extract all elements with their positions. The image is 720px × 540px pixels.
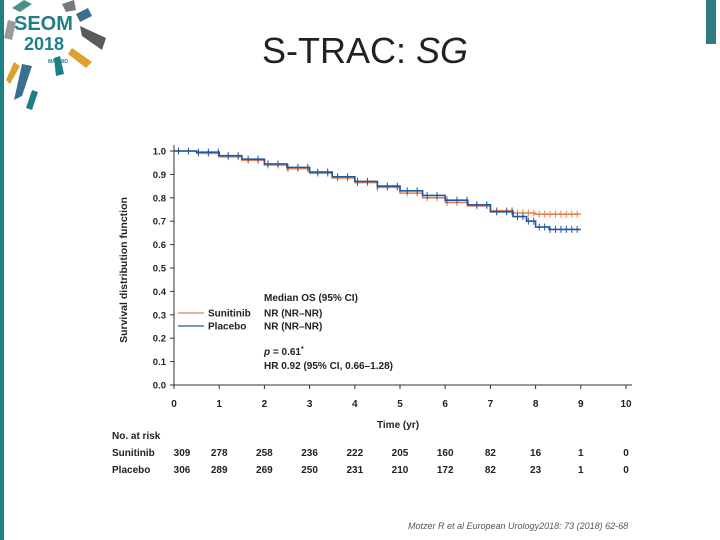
at-risk-value: 82 <box>485 465 497 476</box>
at-risk-value: 306 <box>174 465 191 476</box>
x-tick-label: 0 <box>171 399 177 410</box>
x-tick-label: 1 <box>216 399 222 410</box>
at-risk-value: 0 <box>623 448 629 459</box>
at-risk-value: 16 <box>530 448 542 459</box>
at-risk-header: No. at risk <box>112 431 161 442</box>
at-risk-value: 236 <box>301 448 318 459</box>
y-tick-label: 0.8 <box>153 193 166 204</box>
logo-line1: SEOM <box>14 13 73 35</box>
y-tick-label: 0.9 <box>153 170 166 181</box>
at-risk-label-sunitinib: Sunitinib <box>112 448 155 459</box>
legend-label-sunitinib: Sunitinib <box>208 309 251 320</box>
at-risk-label-placebo: Placebo <box>112 465 150 476</box>
at-risk-value: 289 <box>211 465 228 476</box>
legend-label-placebo: Placebo <box>208 322 246 333</box>
y-axis-label: Survival distribution function <box>118 197 130 343</box>
at-risk-value: 205 <box>392 448 409 459</box>
x-tick-label: 10 <box>620 399 632 410</box>
left-accent-bar <box>0 0 4 540</box>
y-tick-label: 0.7 <box>153 217 166 228</box>
at-risk-value: 309 <box>174 448 191 459</box>
x-tick-label: 8 <box>533 399 539 410</box>
x-tick-label: 2 <box>262 399 268 410</box>
at-risk-value: 160 <box>437 448 454 459</box>
title-italic: SG <box>416 30 469 71</box>
at-risk-value: 82 <box>485 448 497 459</box>
page-title: S-TRAC: SG <box>262 30 468 72</box>
at-risk-value: 1 <box>578 465 584 476</box>
y-tick-label: 1.0 <box>153 147 166 158</box>
at-risk-value: 23 <box>530 465 542 476</box>
at-risk-value: 278 <box>211 448 228 459</box>
at-risk-value: 1 <box>578 448 584 459</box>
citation: Motzer R et al European Urology2018: 73 … <box>408 521 629 531</box>
legend-header: Median OS (95% CI) <box>264 293 358 304</box>
at-risk-value: 0 <box>623 465 629 476</box>
p-superscript: * <box>301 346 304 353</box>
at-risk-value: 210 <box>392 465 409 476</box>
legend-median-sunitinib: NR (NR–NR) <box>264 309 322 320</box>
x-tick-label: 6 <box>442 399 448 410</box>
logo-line2: 2018 <box>24 34 64 54</box>
at-risk-value: 231 <box>346 465 363 476</box>
x-axis-label: Time (yr) <box>377 420 419 431</box>
legend-median-placebo: NR (NR–NR) <box>264 322 322 333</box>
series-line-placebo <box>174 150 581 231</box>
right-accent-tab <box>706 0 716 44</box>
y-tick-label: 0.1 <box>153 357 167 368</box>
p-label: p <box>263 347 270 358</box>
logo-sunburst <box>4 0 106 110</box>
x-tick-label: 4 <box>352 399 358 410</box>
title-main: S-TRAC: <box>262 30 406 71</box>
at-risk-value: 250 <box>301 465 318 476</box>
at-risk-value: 269 <box>256 465 273 476</box>
p-value-annotation: p = 0.61* <box>263 346 304 358</box>
x-tick-label: 9 <box>578 399 584 410</box>
y-tick-label: 0.5 <box>153 264 167 275</box>
at-risk-value: 172 <box>437 465 454 476</box>
y-tick-label: 0.0 <box>153 381 166 392</box>
logo-city: MADRID <box>48 59 68 65</box>
y-tick-label: 0.2 <box>153 334 166 345</box>
seom-logo: SEOM 2018 MADRID <box>4 0 106 110</box>
x-tick-label: 3 <box>307 399 313 410</box>
at-risk-value: 258 <box>256 448 273 459</box>
at-risk-value: 222 <box>346 448 363 459</box>
hr-annotation: HR 0.92 (95% CI, 0.66–1.28) <box>264 361 393 372</box>
y-tick-label: 0.4 <box>153 287 167 298</box>
p-value: = 0.61 <box>273 347 302 358</box>
y-tick-label: 0.3 <box>153 310 166 321</box>
y-tick-label: 0.6 <box>153 240 166 251</box>
x-tick-label: 7 <box>488 399 494 410</box>
x-tick-label: 5 <box>397 399 403 410</box>
